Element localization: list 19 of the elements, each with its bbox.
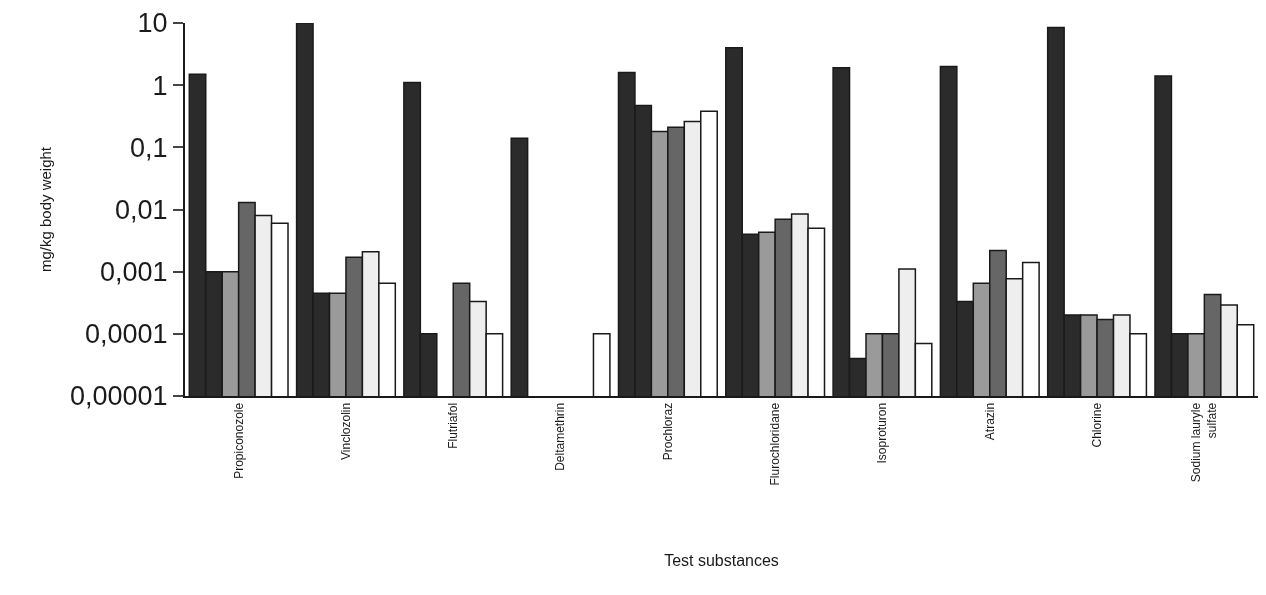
y-tick-label: 0,0001	[85, 319, 168, 350]
x-tick-label: Prochloraz	[660, 402, 675, 461]
x-axis-title: Test substances	[664, 551, 779, 569]
y-axis-title: mg/kg body weight	[36, 146, 54, 273]
x-tick-label: Flurochloridane	[768, 402, 783, 486]
x-tick-label: Chlorine	[1089, 402, 1104, 448]
y-tick-label: 0,01	[115, 194, 168, 225]
x-tick-label: Propiconozole	[231, 402, 246, 479]
x-tick-label: Sodium lauryle sulfate	[1189, 402, 1220, 483]
x-tick-label: Deltamethrin	[553, 402, 568, 471]
x-tick-label: Atrazin	[982, 402, 997, 441]
y-tick-label: 0,001	[100, 257, 168, 288]
y-tick-label: 0,1	[130, 132, 168, 163]
x-tick-label: Flutriafol	[446, 402, 461, 449]
y-tick-label: 0,00001	[69, 381, 168, 412]
x-tick-label: Vinclozolin	[338, 402, 353, 460]
x-tick-label: Isoproturon	[875, 402, 890, 464]
y-tick-label: 10	[137, 8, 168, 39]
y-tick-label: 1	[152, 70, 168, 101]
